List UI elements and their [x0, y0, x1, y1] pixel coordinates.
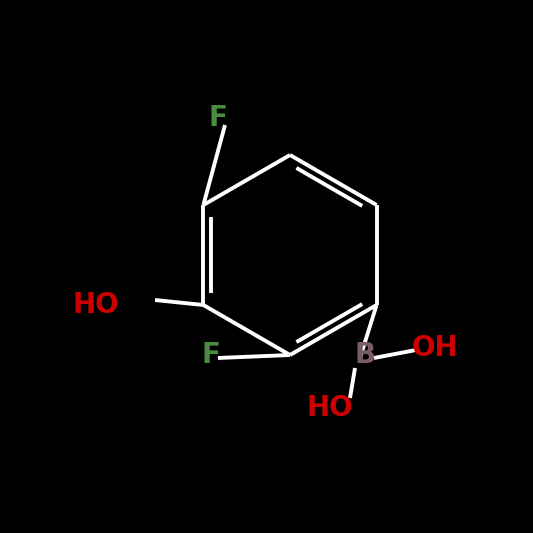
- Text: F: F: [201, 341, 221, 369]
- Text: HO: HO: [72, 291, 119, 319]
- Text: OH: OH: [411, 334, 458, 362]
- Text: HO: HO: [306, 394, 353, 422]
- Text: F: F: [208, 104, 228, 132]
- Text: B: B: [354, 341, 376, 369]
